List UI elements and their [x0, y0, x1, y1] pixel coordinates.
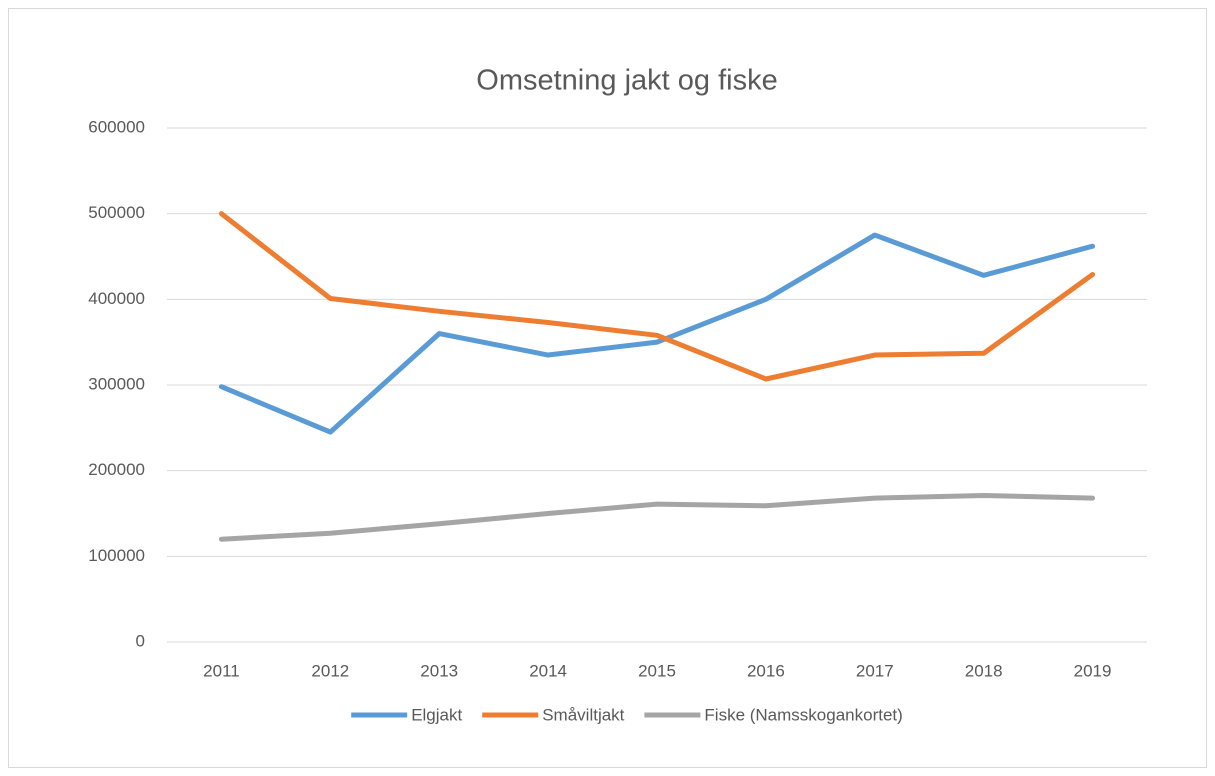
x-tick-label: 2019 [1074, 661, 1112, 680]
y-tick-label: 200000 [88, 460, 145, 479]
y-tick-label: 100000 [88, 546, 145, 565]
legend-label: Småviltjakt [542, 705, 624, 724]
x-tick-label: 2011 [203, 661, 240, 680]
chart-title: Omsetning jakt og fiske [476, 65, 777, 97]
line-series [218, 232, 1096, 435]
x-tick-label: 2017 [856, 661, 894, 680]
y-tick-label: 500000 [88, 203, 145, 222]
legend-label: Elgjakt [411, 705, 462, 724]
chart-border [8, 8, 1207, 768]
x-tick-label: 2018 [965, 661, 1003, 680]
y-tick-label: 600000 [88, 117, 145, 136]
x-tick-label: 2012 [311, 661, 349, 680]
x-tick-label: 2016 [747, 661, 785, 680]
y-tick-label: 300000 [88, 374, 145, 393]
line-series [218, 493, 1096, 542]
x-tick-label: 2013 [420, 661, 458, 680]
x-tick-label: 2015 [638, 661, 676, 680]
y-tick-label: 0 [136, 631, 145, 650]
y-tick-label: 400000 [88, 289, 145, 308]
x-tick-label: 2014 [529, 661, 567, 680]
legend-label: Fiske (Namsskogankortet) [704, 705, 902, 724]
line-series [218, 211, 1096, 382]
